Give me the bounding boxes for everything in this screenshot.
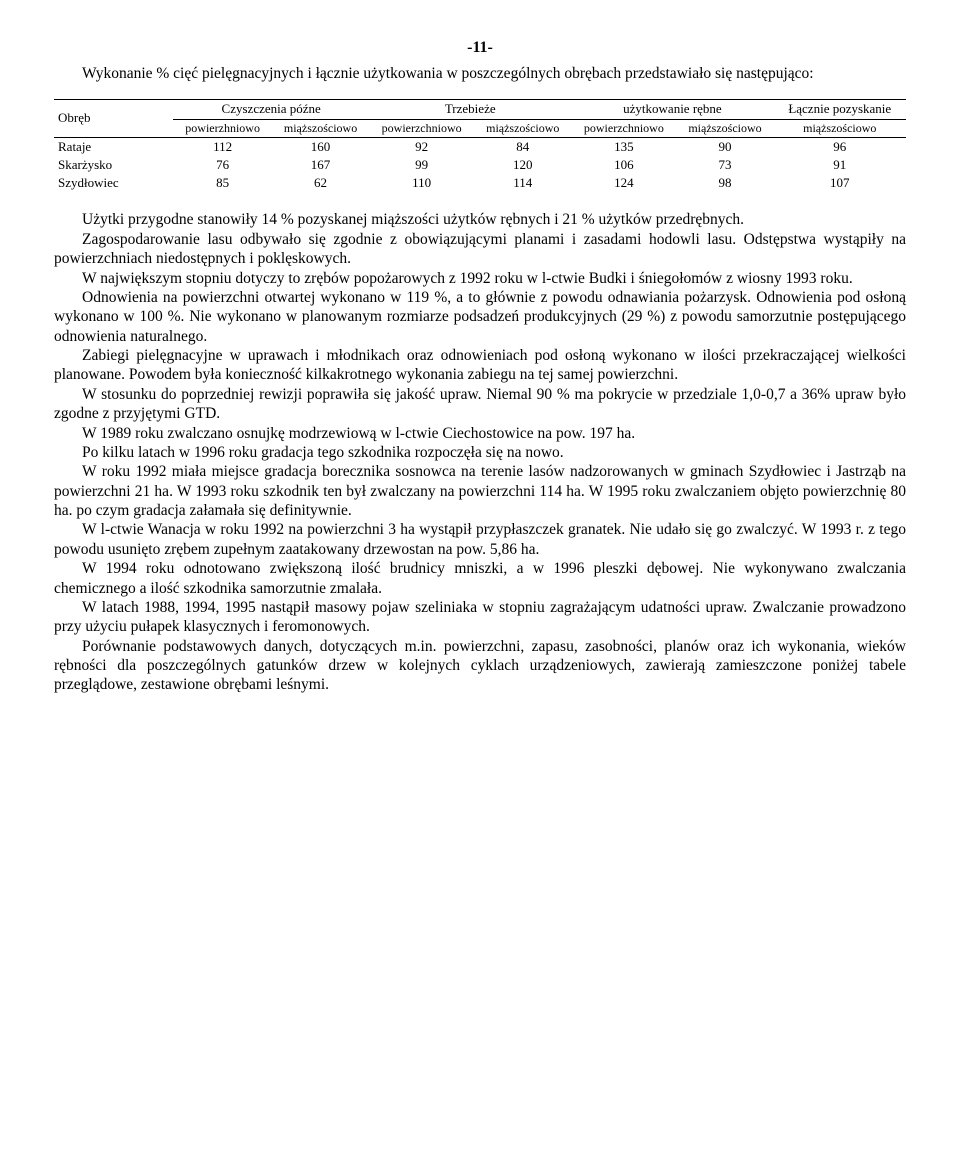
table-head: Obręb Czyszczenia późne Trzebieże użytko…	[54, 100, 906, 137]
table-cell: 98	[676, 174, 773, 192]
body-paragraph: W latach 1988, 1994, 1995 nastąpił masow…	[54, 598, 906, 637]
table-cell: 107	[774, 174, 906, 192]
table-cell: 85	[173, 174, 272, 192]
body-paragraph: W roku 1992 miała miejsce gradacja borec…	[54, 462, 906, 520]
table-cell: 84	[474, 137, 571, 156]
col-group-trzebieze: Trzebieże	[369, 100, 571, 119]
body-paragraph: W 1989 roku zwalczano osnujkę modrzewiow…	[54, 424, 906, 443]
table-cell: 167	[272, 156, 369, 174]
body-paragraph: Porównanie podstawowych danych, dotycząc…	[54, 637, 906, 695]
table-cell: 76	[173, 156, 272, 174]
table-cell: Szydłowiec	[54, 174, 173, 192]
body-paragraph: W największym stopniu dotyczy to zrębów …	[54, 269, 906, 288]
body-paragraph: Po kilku latach w 1996 roku gradacja teg…	[54, 443, 906, 462]
col-obreb: Obręb	[54, 100, 173, 137]
table-cell: 73	[676, 156, 773, 174]
sub-pow-2: powierzchniowo	[369, 119, 474, 137]
body-paragraph: Użytki przygodne stanowiły 14 % pozyskan…	[54, 210, 906, 229]
table-cell: 99	[369, 156, 474, 174]
table-cell: 112	[173, 137, 272, 156]
body-text: Użytki przygodne stanowiły 14 % pozyskan…	[54, 210, 906, 694]
table-cell: 110	[369, 174, 474, 192]
table-header-row-sub: powierzhniowo miąższościowo powierzchnio…	[54, 119, 906, 137]
sub-miaz-3: miąższościowo	[676, 119, 773, 137]
data-table: Obręb Czyszczenia późne Trzebieże użytko…	[54, 99, 906, 192]
table-row: Skarżysko76167991201067391	[54, 156, 906, 174]
body-paragraph: W stosunku do poprzedniej rewizji popraw…	[54, 385, 906, 424]
col-group-czyszczenia: Czyszczenia późne	[173, 100, 369, 119]
table-cell: 124	[571, 174, 676, 192]
table-cell: Rataje	[54, 137, 173, 156]
table-body: Rataje11216092841359096Skarżysko76167991…	[54, 137, 906, 192]
table-cell: 120	[474, 156, 571, 174]
table-cell: 135	[571, 137, 676, 156]
body-paragraph: Zabiegi pielęgnacyjne w uprawach i młodn…	[54, 346, 906, 385]
body-paragraph: W l-ctwie Wanacja w roku 1992 na powierz…	[54, 520, 906, 559]
table-row: Szydłowiec856211011412498107	[54, 174, 906, 192]
table-cell: 62	[272, 174, 369, 192]
table-cell: 91	[774, 156, 906, 174]
sub-pow-3: powierzchniowo	[571, 119, 676, 137]
body-paragraph: Odnowienia na powierzchni otwartej wykon…	[54, 288, 906, 346]
table-cell: Skarżysko	[54, 156, 173, 174]
intro-paragraph: Wykonanie % cięć pielęgnacyjnych i łączn…	[54, 64, 906, 83]
col-group-uzytkowanie: użytkowanie rębne	[571, 100, 773, 119]
col-group-lacznie: Łącznie pozyskanie	[774, 100, 906, 119]
table-cell: 114	[474, 174, 571, 192]
sub-miaz-2: miąższościowo	[474, 119, 571, 137]
sub-pow-1: powierzhniowo	[173, 119, 272, 137]
body-paragraph: W 1994 roku odnotowano zwiększoną ilość …	[54, 559, 906, 598]
sub-miaz-1: miąższościowo	[272, 119, 369, 137]
table-cell: 96	[774, 137, 906, 156]
table-row: Rataje11216092841359096	[54, 137, 906, 156]
body-paragraph: Zagospodarowanie lasu odbywało się zgodn…	[54, 230, 906, 269]
page-number: -11-	[54, 38, 906, 58]
table-cell: 106	[571, 156, 676, 174]
table-cell: 92	[369, 137, 474, 156]
sub-miaz-4: miąższościowo	[774, 119, 906, 137]
table-cell: 90	[676, 137, 773, 156]
table-header-row-groups: Obręb Czyszczenia późne Trzebieże użytko…	[54, 100, 906, 119]
table-cell: 160	[272, 137, 369, 156]
